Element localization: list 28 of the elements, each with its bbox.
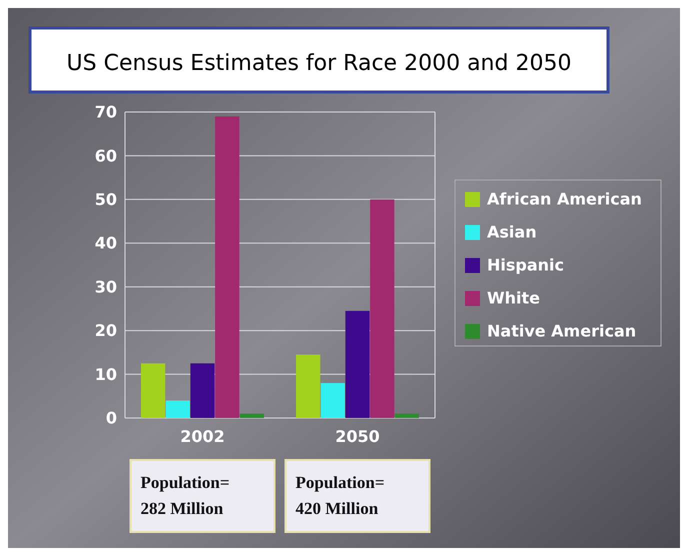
chart-title: US Census Estimates for Race 2000 and 2050 <box>66 51 572 76</box>
bar <box>345 310 370 418</box>
bar <box>320 383 345 418</box>
y-tick-label: 70 <box>94 102 117 122</box>
x-tick-label: 2050 <box>335 427 380 446</box>
legend-label: African American <box>487 190 642 209</box>
y-tick-label: 60 <box>94 146 117 166</box>
bar <box>394 414 420 418</box>
y-tick-label: 0 <box>106 408 117 428</box>
y-tick-label: 20 <box>94 321 117 340</box>
bar <box>190 363 215 418</box>
y-tick-label: 10 <box>94 364 117 384</box>
bar <box>240 414 264 418</box>
bar <box>296 354 320 418</box>
legend-label: Hispanic <box>487 256 564 275</box>
text: Population= 282 Million <box>140 473 230 518</box>
legend-label: Native American <box>487 322 636 341</box>
bar <box>370 199 394 418</box>
y-tick-label: 40 <box>94 234 117 253</box>
legend-label: Asian <box>487 222 537 242</box>
legend-label: White <box>487 288 540 308</box>
bar <box>166 400 190 418</box>
y-tick-label: 30 <box>94 277 117 296</box>
y-tick-label: 50 <box>94 190 117 210</box>
bar <box>215 116 240 418</box>
text: Population= 420 Million <box>296 473 385 518</box>
bar <box>140 363 166 418</box>
x-tick-label: 2002 <box>180 427 225 446</box>
